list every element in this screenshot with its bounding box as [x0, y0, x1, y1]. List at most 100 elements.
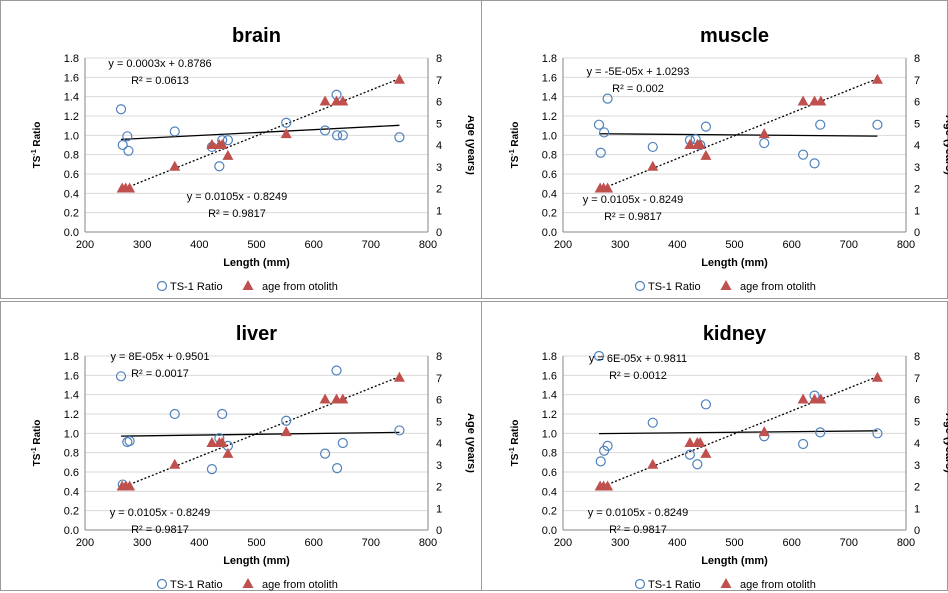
y-tick-label-left: 1.0: [64, 428, 79, 440]
data-point-age: [694, 139, 706, 149]
y-axis-label-right: Age (years): [465, 115, 474, 175]
y-tick-label-left: 1.2: [542, 409, 557, 421]
data-point-age: [815, 393, 827, 404]
y-tick-label-left: 1.4: [64, 92, 79, 104]
y-tick-label-right: 3: [436, 460, 442, 472]
x-tick-label: 800: [419, 537, 437, 549]
data-point-age: [694, 437, 706, 447]
y-tick-label-left: 0.0: [64, 227, 79, 239]
y-tick-label-right: 6: [436, 97, 442, 109]
y-tick-label-left: 0.0: [542, 227, 557, 239]
data-point-ratio: [647, 141, 658, 153]
data-point-ratio: [872, 428, 883, 439]
y-tick-label-left: 0.4: [64, 486, 79, 498]
x-tick-label: 500: [725, 239, 743, 251]
x-tick-label: 300: [611, 239, 629, 251]
y-tick-label-right: 6: [436, 395, 442, 407]
chart-muscle: 0.0 0.2 0.4 0.6 0.8 1.0 1.2 1.4 1.6 1.8 0 1 2 3 4 5 6 7 8 2…: [478, 0, 948, 295]
y-tick-label-right: 8: [914, 351, 920, 363]
data-point-age: [871, 73, 883, 84]
y-tick-label-left: 1.6: [64, 370, 79, 382]
data-point-age: [758, 426, 770, 437]
data-point-age: [280, 128, 292, 139]
data-point-ratio: [115, 371, 127, 382]
y-tick-label-left: 0.2: [64, 208, 79, 220]
x-tick-label: 300: [611, 537, 629, 549]
y-tick-label-right: 0: [436, 227, 442, 239]
x-tick-label: 400: [190, 239, 208, 251]
data-point-age: [684, 139, 696, 149]
chart-kidney: 0.0 0.2 0.4 0.6 0.8 1.0 1.2 1.4 1.6 1.8 0 1 2 3 4 5 6 7 8 2…: [478, 298, 948, 593]
y-axis-label-left: TS-1 Ratio: [509, 420, 521, 467]
y-tick-label-left: 1.4: [542, 92, 557, 104]
legend-label-ratio: TS-1 Ratio: [170, 281, 223, 293]
chart-title: brain: [232, 25, 281, 47]
data-point-ratio: [700, 121, 712, 132]
x-tick-label: 700: [362, 239, 380, 251]
y-tick-label-left: 1.2: [542, 111, 557, 123]
x-tick-label: 600: [782, 239, 800, 251]
y-tick-label-left: 0.4: [64, 188, 79, 200]
trend-equation-age: y = 0.0105x - 0.8249: [110, 507, 211, 519]
trend-r2-age: R² = 0.9817: [131, 524, 189, 536]
y-tick-label-right: 1: [914, 503, 920, 515]
y-axis-label-left: TS-1 Ratio: [31, 122, 43, 169]
data-point-ratio: [599, 127, 610, 138]
data-point-age: [647, 458, 659, 469]
trend-r2-age: R² = 0.9817: [604, 211, 662, 223]
chart-svg: 0.0 0.2 0.4 0.6 0.8 1.0 1.2 1.4 1.6 1.8 0 1 2 3 4 5 6 7 8 2…: [509, 25, 948, 293]
data-point-age: [758, 128, 770, 139]
data-point-ratio: [872, 119, 883, 130]
y-tick-label-left: 0.4: [542, 486, 557, 498]
data-point-age: [169, 458, 181, 469]
data-point-ratio: [115, 104, 127, 115]
legend-marker-ratio: [634, 578, 646, 590]
y-tick-label-left: 1.8: [542, 53, 557, 65]
data-point-ratio: [169, 408, 180, 420]
y-tick-label-right: 5: [914, 118, 920, 130]
x-tick-label: 200: [554, 239, 572, 251]
data-point-ratio: [815, 119, 826, 130]
y-tick-label-left: 1.6: [64, 72, 79, 84]
trend-equation-ratio: y = 6E-05x + 0.9811: [589, 353, 687, 365]
chart-title: muscle: [700, 25, 769, 47]
data-point-ratio: [169, 126, 180, 137]
data-point-ratio: [595, 456, 606, 467]
data-point-ratio: [281, 415, 292, 426]
data-point-ratio: [123, 145, 134, 156]
data-point-ratio: [602, 440, 613, 451]
data-point-age: [393, 73, 405, 84]
legend-marker-age: [720, 578, 732, 588]
y-tick-label-left: 0.6: [64, 169, 79, 181]
x-tick-label: 600: [304, 537, 322, 549]
data-point-age: [797, 95, 809, 106]
legend-marker-ratio: [634, 280, 646, 292]
trend-equation-ratio: y = 8E-05x + 0.9501: [110, 351, 209, 363]
x-tick-label: 300: [133, 239, 151, 251]
data-point-ratio: [217, 408, 228, 420]
y-tick-label-right: 4: [914, 438, 920, 450]
data-point-age: [319, 393, 331, 404]
data-point-ratio: [394, 132, 405, 143]
y-tick-label-left: 0.2: [542, 506, 557, 518]
data-point-ratio: [798, 149, 809, 160]
x-axis-label: Length (mm): [701, 257, 768, 269]
trend-r2-ratio: R² = 0.0017: [131, 368, 189, 380]
data-point-age: [393, 371, 405, 382]
data-point-age: [124, 182, 136, 193]
y-tick-label-right: 3: [436, 162, 442, 174]
x-tick-label: 500: [247, 239, 265, 251]
trend-r2-ratio: R² = 0.0613: [131, 75, 189, 87]
y-tick-label-left: 1.2: [64, 111, 79, 123]
data-point-ratio: [332, 463, 343, 474]
x-tick-label: 200: [76, 239, 94, 251]
data-point-ratio: [809, 158, 820, 169]
y-tick-label-left: 1.4: [64, 390, 79, 402]
data-point-age: [700, 447, 712, 458]
chart-brain: 0.0 0.2 0.4 0.6 0.8 1.0 1.2 1.4 1.6 1.8 0 1 2 3 4 5 6 7 8 2…: [0, 0, 474, 295]
data-point-ratio: [117, 139, 128, 151]
trend-equation-age: y = 0.0105x - 0.8249: [187, 191, 288, 203]
x-tick-label: 400: [668, 537, 686, 549]
y-tick-label-left: 0.6: [542, 467, 557, 479]
y-tick-label-right: 6: [914, 395, 920, 407]
